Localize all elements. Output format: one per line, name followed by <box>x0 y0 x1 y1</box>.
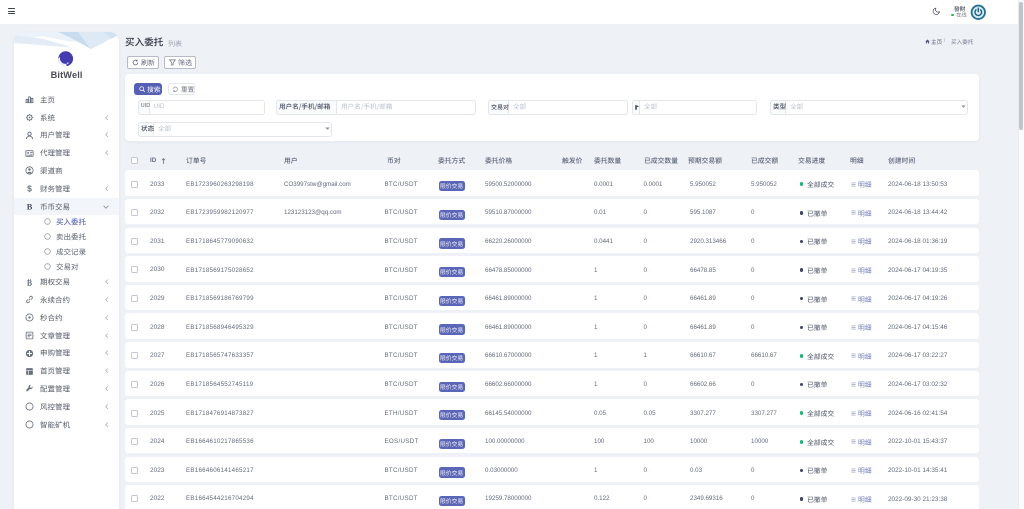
svg-text:$: $ <box>27 184 32 193</box>
svg-text:B: B <box>27 278 33 287</box>
svg-text:B: B <box>27 202 33 211</box>
